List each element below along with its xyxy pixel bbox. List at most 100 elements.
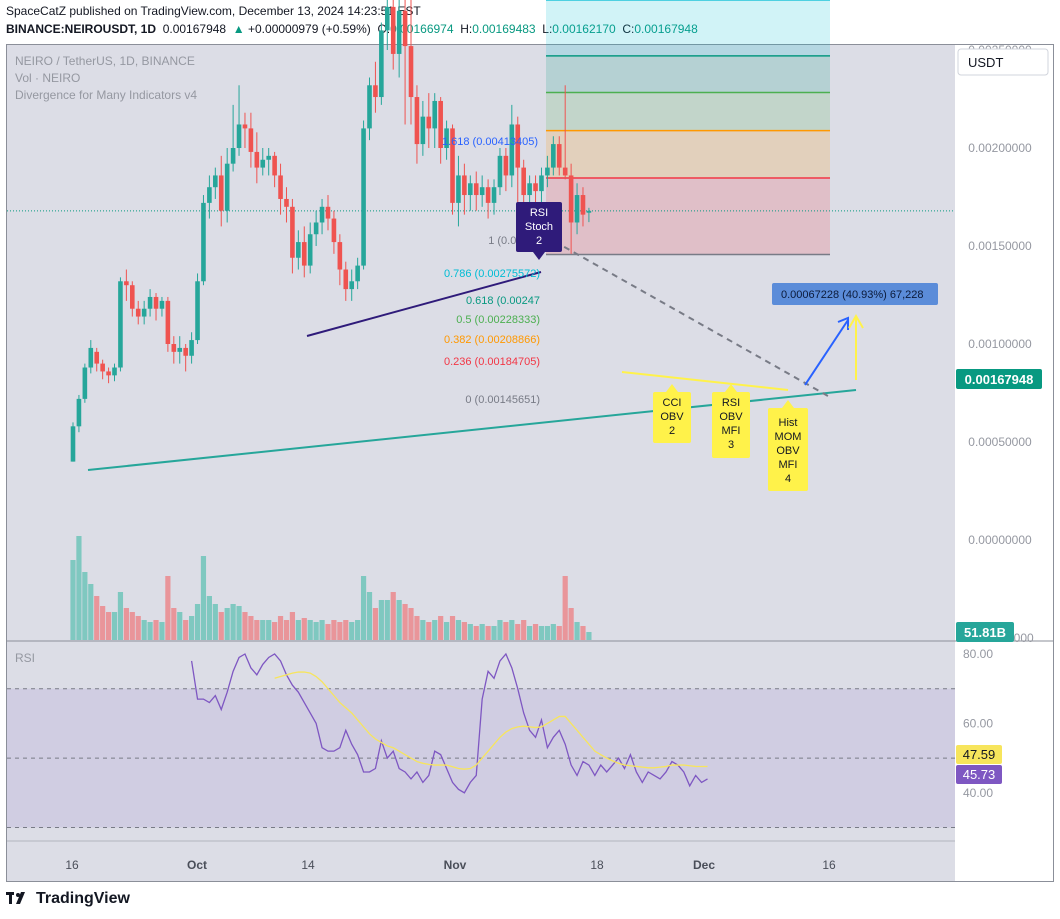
candle: [515, 116, 521, 203]
volume-bar: [159, 622, 165, 640]
volume-bar: [438, 616, 444, 640]
candle: [438, 97, 443, 164]
candle: [195, 273, 200, 344]
volume-bar: [307, 620, 313, 640]
volume-bar: [479, 624, 485, 640]
candle-body: [539, 175, 544, 192]
candle-body: [177, 347, 183, 352]
volume-bar: [574, 622, 580, 640]
volume-bar: [236, 606, 242, 640]
rsi-ma-line: [274, 671, 708, 770]
candle-body: [118, 281, 123, 368]
candle: [473, 171, 479, 211]
volume-bar: [562, 576, 568, 640]
candle: [272, 151, 277, 188]
candle: [337, 234, 343, 286]
candle-body: [361, 128, 366, 266]
currency-button[interactable]: [957, 48, 1049, 76]
candle-body: [272, 155, 277, 176]
volume-bar: [337, 622, 343, 640]
candle-body: [278, 175, 283, 199]
candle-body: [106, 371, 111, 376]
rsi-value-tag-label: 45.73: [963, 767, 996, 782]
volume-bar: [349, 622, 355, 640]
volume-bar: [491, 626, 497, 640]
candle-body: [213, 175, 218, 188]
candle: [124, 269, 129, 301]
measure-box[interactable]: [772, 283, 938, 305]
fib-label-0: 0 (0.00145651): [465, 394, 540, 406]
candle-body: [509, 124, 515, 176]
candle: [82, 363, 88, 403]
candle: [331, 210, 337, 254]
candle: [426, 93, 432, 148]
volume-bar: [266, 620, 272, 640]
volume-bar: [200, 556, 207, 640]
candle: [278, 163, 283, 215]
candle: [207, 175, 212, 219]
volume-bar: [254, 620, 260, 640]
candle-body: [218, 175, 224, 211]
rsi-value-tag: [956, 765, 1002, 784]
candle: [94, 347, 100, 372]
volume-bar: [580, 626, 586, 640]
candle-body: [88, 347, 94, 368]
volume-bar: [171, 608, 177, 640]
candle-body: [76, 398, 82, 427]
candle: [118, 277, 123, 372]
candle-body: [414, 97, 420, 145]
volume-bar: [325, 624, 331, 640]
candle: [396, 0, 402, 78]
measure-label: 0.00067228 (40.93%) 67,228: [781, 289, 924, 301]
candle: [485, 179, 491, 219]
candle-body: [580, 195, 586, 215]
candle: [254, 132, 260, 184]
high-value: 0.00169483: [472, 22, 536, 36]
volume-bar: [390, 592, 396, 640]
volume-bar: [586, 632, 592, 640]
candle: [568, 163, 574, 254]
candle: [236, 85, 242, 156]
volume-bar: [355, 620, 361, 640]
volume-bar: [183, 620, 189, 640]
candle: [432, 93, 438, 148]
candle: [183, 344, 188, 372]
rsi-ma-tag: [956, 745, 1002, 764]
candle-body: [438, 100, 443, 148]
div3-line2: MOM: [775, 431, 802, 443]
tradingview-logo[interactable]: TradingView: [6, 890, 130, 908]
candle-body: [195, 281, 200, 341]
volume-bar: [360, 576, 367, 640]
candle: [260, 148, 266, 176]
candle-body: [521, 167, 526, 196]
volume-bar: [194, 604, 201, 640]
candle-body: [290, 206, 295, 258]
candle: [509, 104, 515, 188]
candle: [539, 167, 544, 203]
candle-body: [574, 195, 580, 223]
candle-body: [473, 183, 479, 196]
last-price: 0.00167948: [162, 22, 227, 36]
volume-bar: [70, 560, 76, 640]
candle: [159, 296, 165, 317]
candle-body: [183, 347, 188, 356]
candle: [100, 359, 105, 380]
volume-bar: [289, 612, 296, 640]
div2-line1: RSI: [722, 397, 740, 409]
volume-bar: [408, 608, 414, 640]
candle: [301, 226, 307, 278]
legend-title: NEIRO / TetherUS, 1D, BINANCE: [15, 54, 195, 68]
candle: [355, 257, 360, 290]
candle: [284, 187, 289, 223]
rsi-ma-tag-label: 47.59: [963, 747, 996, 762]
div3-line1: Hist: [779, 417, 798, 429]
high-label: H:: [460, 22, 473, 36]
volume-bar: [420, 620, 426, 640]
candle-body: [551, 144, 556, 168]
volume-bar: [556, 626, 562, 640]
volume-bar: [153, 620, 159, 640]
volume-bar: [272, 622, 278, 640]
divergence-label-3: Hist MOM OBV MFI 4: [768, 400, 808, 491]
volume-bar: [283, 620, 290, 640]
